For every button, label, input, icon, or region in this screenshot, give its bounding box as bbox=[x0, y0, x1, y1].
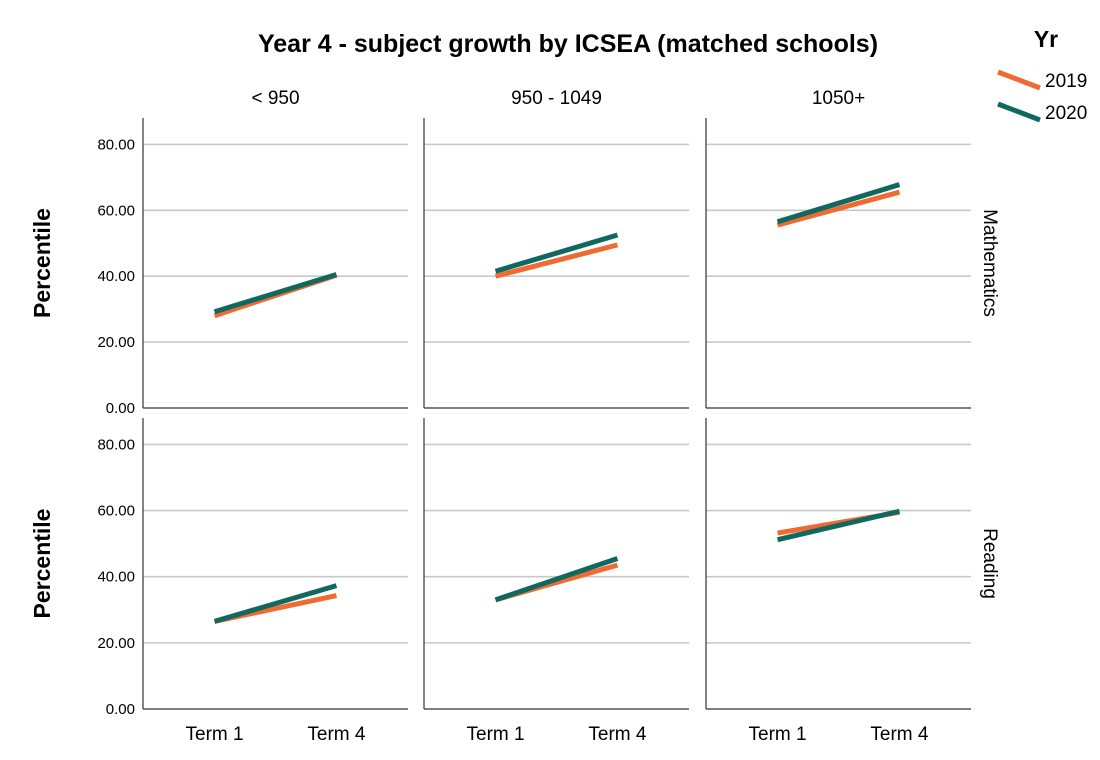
x-tick-label: Term 1 bbox=[467, 724, 525, 745]
y-tick-label: 20.00 bbox=[97, 635, 135, 652]
y-tick-label: 80.00 bbox=[97, 136, 135, 153]
series-line-2020 bbox=[776, 508, 901, 543]
legend-swatch-2020 bbox=[997, 101, 1041, 123]
legend-label: 2019 bbox=[1045, 71, 1087, 92]
y-tick-label: 40.00 bbox=[97, 268, 135, 285]
legend-label: 2020 bbox=[1045, 103, 1087, 124]
series-line-2020 bbox=[494, 556, 619, 603]
series-line-2020 bbox=[494, 232, 619, 274]
y-tick-label: 60.00 bbox=[97, 202, 135, 219]
column-label: 950 - 1049 bbox=[511, 88, 602, 109]
legend-swatch-2019 bbox=[997, 69, 1041, 91]
y-tick-label: 80.00 bbox=[97, 436, 135, 453]
x-tick-label: Term 1 bbox=[749, 724, 807, 745]
series-line-2020 bbox=[213, 272, 338, 315]
y-tick-label: 0.00 bbox=[106, 400, 135, 417]
y-tick-label: 40.00 bbox=[97, 569, 135, 586]
y-tick-label: 0.00 bbox=[106, 701, 135, 718]
series-line-2019 bbox=[494, 242, 619, 279]
x-tick-label: Term 4 bbox=[588, 724, 647, 745]
legend-title: Yr bbox=[1034, 26, 1058, 52]
y-tick-label: 20.00 bbox=[97, 334, 135, 351]
series-line-2019 bbox=[776, 189, 901, 228]
column-label: < 950 bbox=[251, 88, 299, 109]
y-tick-label: 60.00 bbox=[97, 503, 135, 520]
chart-title: Year 4 - subject growth by ICSEA (matche… bbox=[258, 30, 878, 58]
y-axis-title: Percentile bbox=[29, 509, 55, 619]
x-tick-label: Term 1 bbox=[186, 724, 244, 745]
legend: Yr 2019 2020 bbox=[997, 26, 1087, 124]
x-tick-label: Term 4 bbox=[307, 724, 366, 745]
series-line-2020 bbox=[213, 583, 338, 624]
series-line-2020 bbox=[776, 182, 901, 225]
x-tick-label: Term 4 bbox=[870, 724, 929, 745]
row-label: Reading bbox=[979, 528, 1000, 599]
row-label: Mathematics bbox=[979, 209, 1000, 317]
y-axis-title: Percentile bbox=[29, 208, 55, 318]
column-label: 1050+ bbox=[812, 88, 865, 109]
panels: 0.00 20.00 40.00 60.00 80.00 Percentile Mathem… bbox=[29, 88, 1000, 745]
